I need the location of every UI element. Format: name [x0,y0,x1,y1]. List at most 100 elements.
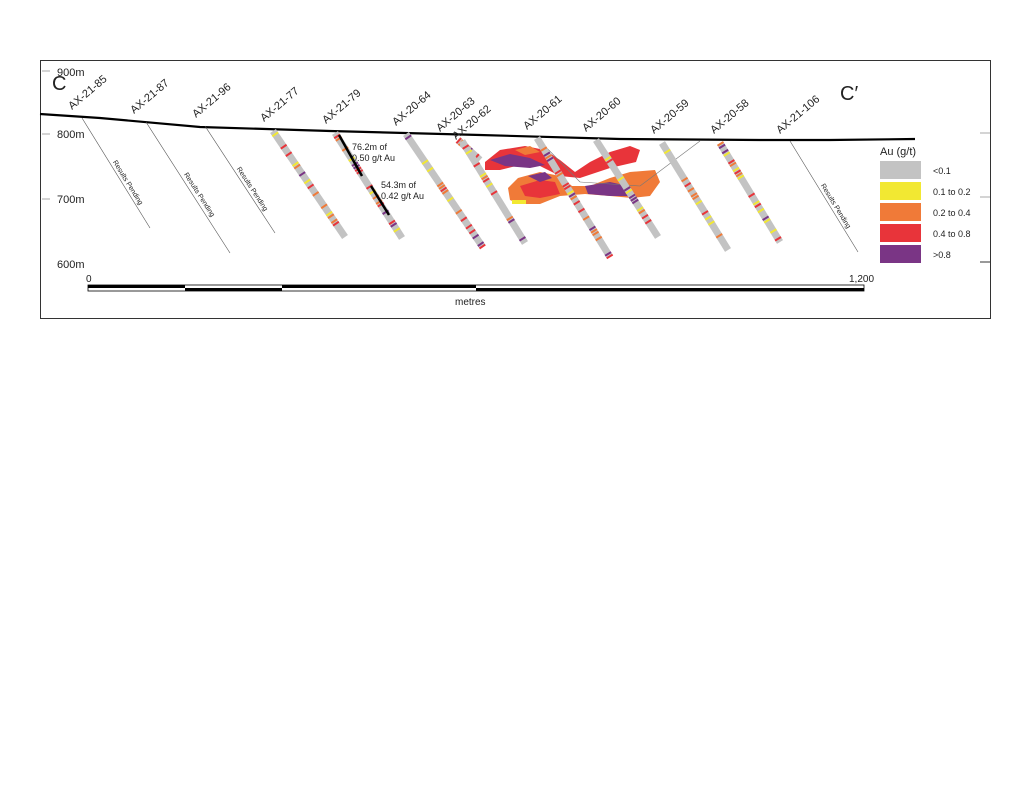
assay-interval [292,161,299,167]
drillhole[interactable]: AX-21-106 Results Pending [774,93,859,253]
assay-interval [737,174,745,180]
legend-label: 0.2 to 0.4 [933,208,971,218]
assay-interval [280,143,288,150]
drillhole-label: AX-21-87 [128,77,171,116]
assay-interval [729,161,737,168]
drillhole-label: AX-20-61 [521,93,564,132]
assay-interval [717,141,725,147]
results-pending-label: Results Pending [235,166,269,213]
assay-interval [490,190,498,196]
assay-bar [403,132,486,250]
assay-interval [307,183,315,190]
assay-interval [546,156,554,162]
drillhole-label: AX-20-60 [580,95,623,134]
pending-trace [789,140,859,253]
elevation-label: 700m [57,194,85,206]
assay-interval [544,154,553,160]
assay-interval [465,149,473,155]
assay-interval [606,253,614,260]
assay-interval [555,171,563,178]
assay-interval [644,219,652,225]
assay-interval [563,184,571,191]
assay-bar [593,138,661,239]
assay-interval [754,202,762,209]
legend-label: <0.1 [933,166,951,176]
section-end-label: C′ [840,83,858,105]
scale-start: 0 [86,274,92,285]
assay-interval [617,176,625,182]
assay-interval [332,220,340,227]
legend-label: >0.8 [933,250,951,260]
drillhole[interactable]: AX-20-64 [390,89,486,250]
elevation-label: 800m [57,129,85,141]
assay-interval [473,162,481,168]
drillhole[interactable]: AX-20-58 [708,97,783,244]
scale-bar: 0 1,200 metres [86,274,874,308]
legend-swatch [880,161,921,179]
assay-interval [631,198,639,205]
assay-interval [465,223,473,230]
pending-trace [81,117,151,229]
assay-interval [735,171,743,178]
assay-interval [554,169,562,175]
assay-interval [446,196,454,203]
assay-interval [715,233,723,239]
assay-interval [752,200,760,206]
assay-interval [455,208,463,215]
assay-interval [468,228,476,235]
drillhole-label: AX-20-58 [708,97,751,136]
assay-interval [721,148,729,155]
pending-trace [204,125,276,234]
assay-interval [774,236,782,242]
assay-interval [472,233,480,240]
assay-interval [404,134,412,141]
assay-interval [327,213,335,219]
assay-interval [570,194,578,201]
assay-interval [562,182,570,188]
assay-interval [506,215,514,222]
assay-interval [271,131,279,138]
assay-interval [438,184,446,190]
assay-interval [757,207,765,214]
elevation-ticks [42,70,990,263]
intercept-grade: 0.50 g/t Au [352,153,395,163]
drillhole-label: AX-20-64 [390,89,433,128]
legend-swatch [880,224,921,242]
assay-interval [568,192,576,198]
legend-swatch [880,182,921,200]
assay-interval [769,228,777,234]
intercept-length: 54.3m of [381,180,417,190]
assay-interval [540,146,548,152]
assay-interval [605,158,613,164]
drillhole-label: AX-21-79 [320,87,363,126]
assay-interval [623,186,631,192]
assay-interval [421,159,429,165]
assay-interval [485,182,493,188]
assay-interval [663,148,671,155]
assay-interval [707,220,715,226]
drillhole[interactable]: AX-20-62 [450,103,528,245]
assay-interval [687,187,695,193]
legend-swatch [880,203,921,221]
assay-interval [298,171,306,177]
assay-interval [507,218,515,224]
results-pending-label: Results Pending [819,183,852,230]
assay-interval [482,177,490,183]
assay-interval [681,176,689,183]
drillhole-label: AX-21-106 [774,93,822,136]
assay-interval [734,169,742,175]
assay-interval [748,192,756,198]
drillhole-label: AX-21-96 [190,81,233,120]
assay-interval [518,236,526,242]
assay-interval [625,188,633,195]
assay-interval [630,196,638,202]
assay-interval [393,227,401,233]
drillhole-label: AX-20-59 [648,97,691,136]
assay-interval [628,193,636,200]
assay-interval [762,215,770,221]
assay-interval [636,206,644,212]
assay-interval [481,174,489,181]
assay-interval [390,222,398,228]
scale-end: 1,200 [849,274,874,285]
